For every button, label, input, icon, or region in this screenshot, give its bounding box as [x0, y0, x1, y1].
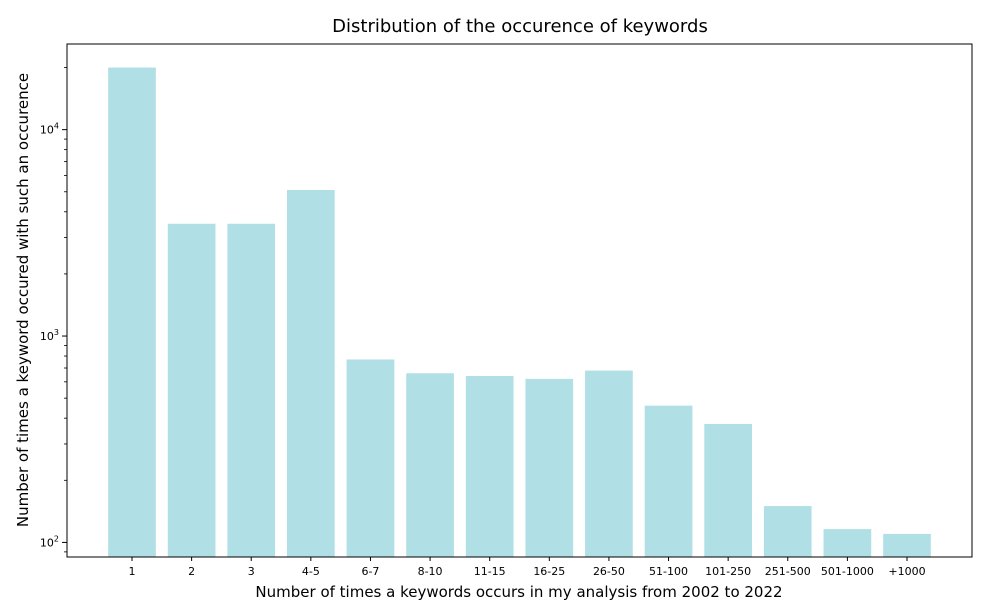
- x-tick-label: 51-100: [649, 565, 688, 578]
- x-tick-label: 11-15: [474, 565, 506, 578]
- bar-51-100: [644, 405, 693, 557]
- x-tick-label: 251-500: [765, 565, 811, 578]
- x-axis-ticks: 1 2 3 4-5 6-7 8-10 11-15 16-25 26-50 51-100 101-25…: [129, 557, 926, 578]
- x-tick-label: 4-5: [302, 565, 320, 578]
- bar-3: [227, 223, 276, 557]
- chart-title: Distribution of the occurence of keyword…: [332, 16, 708, 37]
- bar-6-7: [346, 359, 395, 557]
- y-axis-ticks: 102 103 104: [40, 67, 67, 553]
- bar-8-10: [406, 373, 454, 557]
- y-tick-label: 104: [40, 122, 59, 137]
- bar-26-50: [585, 370, 633, 557]
- bar-251-500: [763, 506, 812, 557]
- bar-101-250: [704, 423, 752, 557]
- x-tick-label: 8-10: [418, 565, 443, 578]
- plot-frame: [66, 43, 973, 558]
- x-tick-label: +1000: [888, 565, 925, 578]
- y-tick-label: 102: [40, 534, 59, 549]
- bar-501-1000: [823, 529, 872, 557]
- x-tick-label: 3: [248, 565, 255, 578]
- bar-4-5: [287, 190, 335, 557]
- x-axis-label: Number of times a keywords occurs in my …: [255, 583, 782, 601]
- x-tick-label: 1: [129, 565, 136, 578]
- bar-1: [108, 67, 156, 558]
- x-tick-label: 101-250: [705, 565, 751, 578]
- x-tick-label: 2: [188, 565, 195, 578]
- bar-2: [167, 223, 216, 557]
- x-tick-label: 501-1000: [821, 565, 874, 578]
- x-tick-label: 26-50: [593, 565, 625, 578]
- x-tick-label: 16-25: [533, 565, 565, 578]
- y-axis-label: Number of times a keyword occured with s…: [14, 73, 32, 527]
- x-tick-label: 6-7: [361, 565, 379, 578]
- bar-+1000: [883, 533, 931, 557]
- bar-11-15: [465, 376, 514, 557]
- bar-16-25: [525, 378, 574, 557]
- bars-group: [108, 67, 931, 558]
- y-tick-label: 103: [40, 328, 59, 343]
